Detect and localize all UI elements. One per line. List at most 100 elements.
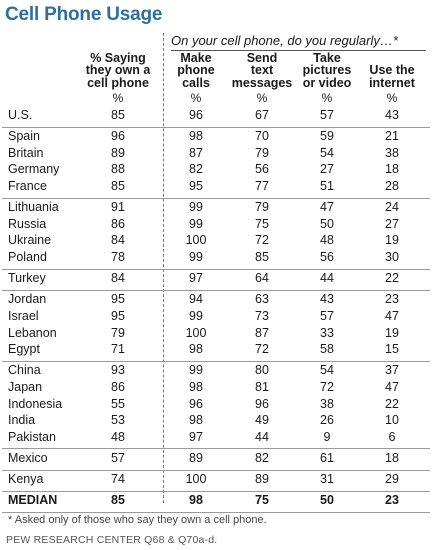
data-cell: 64 [255, 271, 269, 286]
footnote: * Asked only of those who say they own a… [8, 514, 267, 526]
data-cell: 30 [385, 250, 399, 264]
data-cell: 84 [111, 233, 125, 248]
row-label: Britain [8, 145, 44, 160]
median-label: MEDIAN [8, 493, 58, 508]
column-header-pics: Take pictures or video [302, 50, 352, 90]
data-cell: 47 [385, 380, 399, 394]
row-separator [2, 448, 430, 450]
data-cell: 6 [388, 429, 396, 444]
data-cell: 38 [320, 396, 334, 411]
unit-label: % [321, 91, 333, 105]
data-cell: 47 [385, 309, 399, 323]
data-cell: 59 [320, 129, 334, 144]
data-cell: 81 [255, 380, 269, 394]
data-cell: 96 [255, 396, 269, 411]
unit-label: % [190, 91, 202, 105]
data-cell: 78 [111, 250, 125, 264]
data-cell: 79 [111, 325, 125, 340]
data-cell: 98 [189, 380, 203, 394]
data-cell: 100 [185, 472, 207, 487]
data-cell: 99 [189, 363, 203, 378]
data-cell: 82 [255, 451, 269, 465]
unit-label: % [256, 91, 268, 105]
row-separator [2, 197, 430, 199]
data-cell: 53 [111, 413, 125, 428]
data-cell: 47 [320, 200, 334, 215]
data-cell: 77 [255, 179, 269, 193]
data-cell: 95 [111, 309, 125, 323]
table-bottom-rule [2, 512, 430, 513]
data-cell: 75 [255, 216, 269, 231]
data-cell: 71 [111, 342, 125, 357]
row-separator [2, 126, 430, 128]
source-note: PEW RESEARCH CENTER Q68 & Q70a-d. [6, 534, 218, 546]
data-cell: 98 [189, 413, 203, 428]
data-cell: 57 [320, 108, 334, 122]
data-cell: 57 [320, 309, 334, 323]
data-cell: 61 [320, 451, 334, 465]
data-cell: 89 [255, 472, 269, 487]
data-cell: 86 [111, 380, 125, 394]
data-cell: 87 [189, 145, 203, 160]
data-cell: 28 [385, 179, 399, 193]
row-label: Mexico [8, 451, 48, 465]
data-cell: 43 [320, 292, 334, 307]
data-cell: 79 [255, 145, 269, 160]
row-separator [2, 360, 430, 362]
data-cell: 23 [385, 292, 399, 307]
row-label: Kenya [8, 472, 44, 487]
data-cell: 19 [385, 233, 399, 248]
question-text: On your cell phone, do you regularly…* [171, 33, 398, 48]
data-cell: 54 [320, 363, 334, 378]
data-cell: 51 [320, 179, 334, 193]
data-cell: 22 [385, 396, 399, 411]
data-cell: 33 [320, 325, 334, 340]
row-label: U.S. [8, 108, 33, 122]
row-separator [2, 289, 430, 291]
data-cell: 50 [320, 216, 334, 231]
data-cell: 99 [189, 200, 203, 215]
data-cell: 63 [255, 292, 269, 307]
data-cell: 18 [385, 451, 399, 465]
question-underline [171, 50, 426, 51]
data-cell: 21 [385, 129, 399, 144]
data-cell: 37 [385, 363, 399, 378]
data-cell: 93 [111, 363, 125, 378]
row-label: Russia [8, 216, 47, 231]
chart-title: Cell Phone Usage [5, 4, 163, 25]
median-cell: 98 [189, 493, 203, 508]
row-label: Israel [8, 309, 39, 323]
data-cell: 82 [189, 162, 203, 177]
data-cell: 57 [111, 451, 125, 465]
data-cell: 55 [111, 396, 125, 411]
data-cell: 85 [111, 179, 125, 193]
data-cell: 79 [255, 200, 269, 215]
unit-label: % [112, 91, 124, 105]
data-cell: 9 [323, 429, 331, 444]
data-cell: 58 [320, 342, 334, 357]
data-cell: 96 [189, 108, 203, 122]
data-cell: 29 [385, 472, 399, 487]
data-cell: 56 [255, 162, 269, 177]
data-cell: 49 [255, 413, 269, 428]
data-cell: 72 [320, 380, 334, 394]
data-cell: 98 [189, 342, 203, 357]
row-label: Pakistan [8, 429, 56, 444]
column-header-text: Send text messages [231, 50, 293, 90]
data-cell: 99 [189, 216, 203, 231]
row-label: India [8, 413, 36, 428]
data-cell: 22 [385, 271, 399, 286]
row-separator [2, 490, 430, 492]
data-cell: 89 [189, 451, 203, 465]
row-label: Poland [8, 250, 47, 264]
row-label: Ukraine [8, 233, 52, 248]
median-cell: 85 [111, 493, 125, 508]
column-header-own: % Saying they own a cell phone [85, 50, 151, 90]
data-cell: 96 [111, 129, 125, 144]
data-cell: 27 [385, 216, 399, 231]
data-cell: 88 [111, 162, 125, 177]
row-label: Lithuania [8, 200, 59, 215]
data-cell: 19 [385, 325, 399, 340]
data-cell: 99 [189, 309, 203, 323]
